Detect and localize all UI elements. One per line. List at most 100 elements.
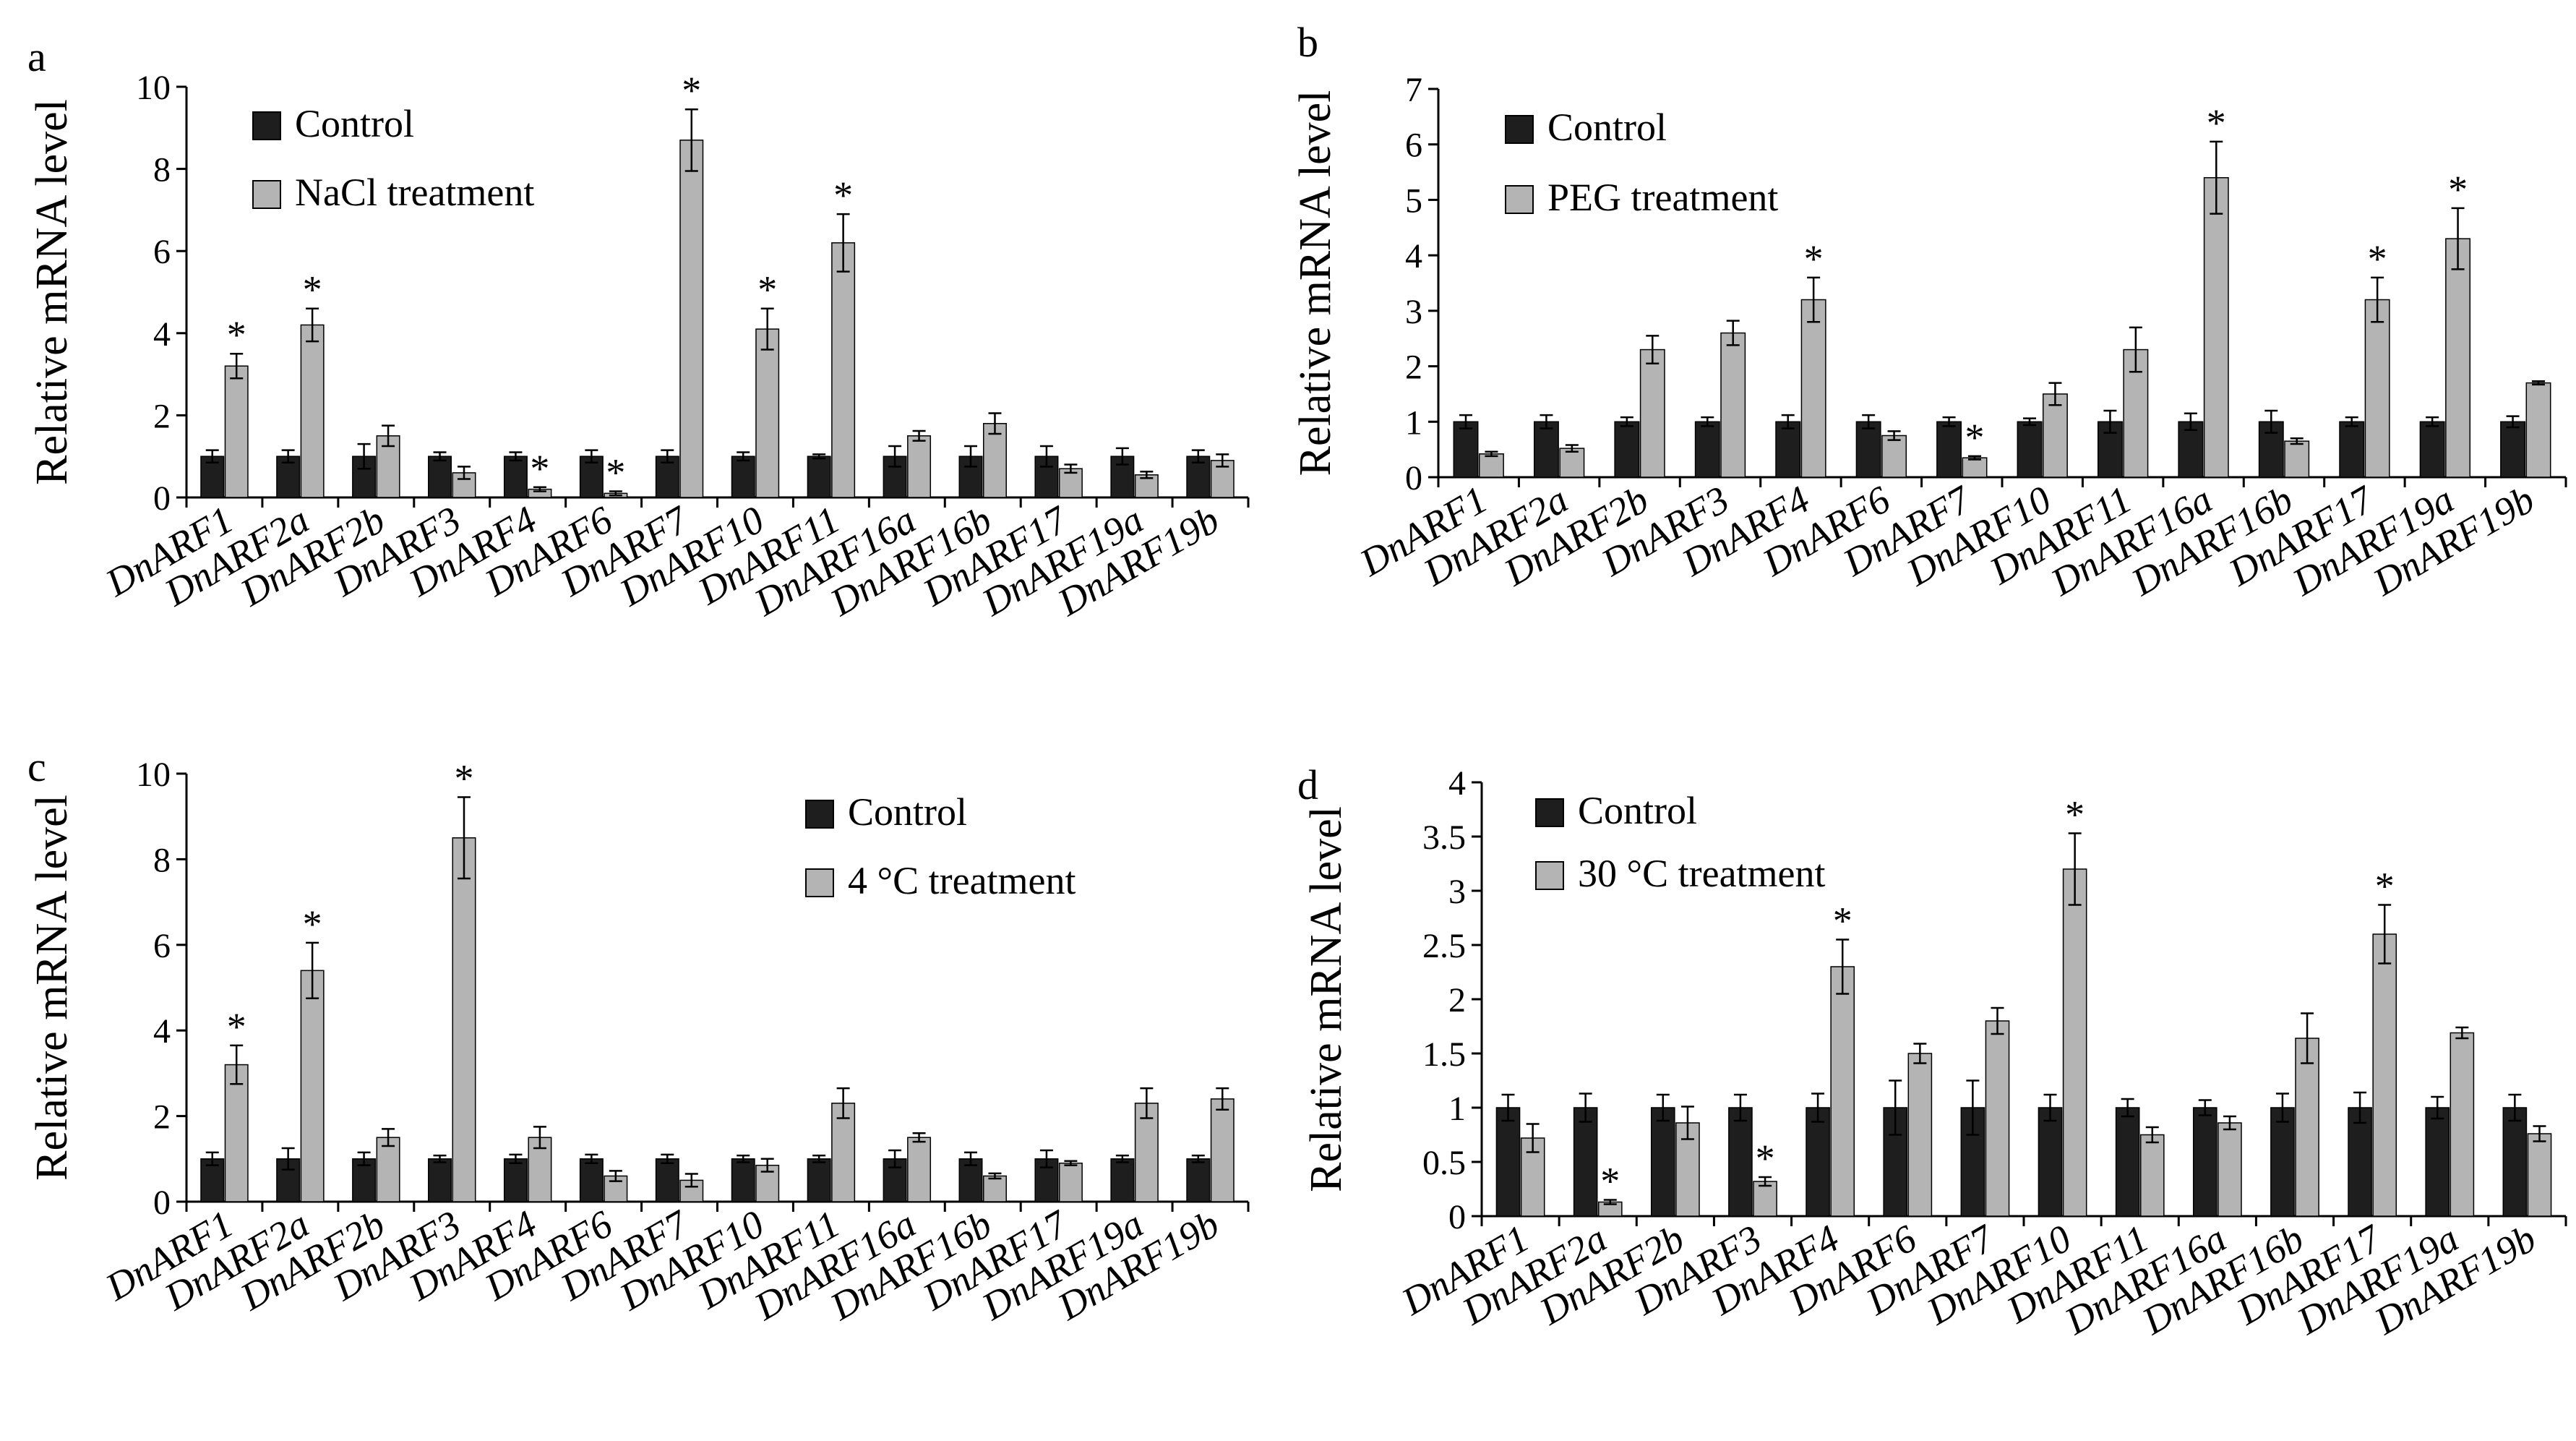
y-tick-label: 0	[1448, 1198, 1466, 1236]
bar-control	[1806, 1107, 1830, 1217]
error-bar-treatment	[912, 429, 926, 442]
y-tick-label: 3.5	[1422, 818, 1466, 857]
legend-swatch-treatment	[252, 180, 281, 209]
error-bar-treatment	[1968, 455, 1981, 461]
significance-star: *	[2448, 168, 2468, 211]
error-bar-treatment	[609, 490, 622, 497]
legend-label-treatment: PEG treatment	[1547, 176, 1778, 219]
error-bar-treatment	[533, 486, 546, 492]
error-bar-treatment	[2533, 1125, 2546, 1142]
error-bar-treatment	[2451, 207, 2465, 270]
panel-letter: c	[27, 743, 46, 790]
bar-treatment	[1058, 1162, 1083, 1202]
error-bar-control	[2345, 416, 2358, 427]
bar-control	[2348, 1107, 2372, 1217]
bar-control	[1775, 421, 1801, 478]
error-bar-control	[1811, 1092, 1825, 1123]
error-bar-control	[585, 1153, 598, 1164]
error-bar-treatment	[988, 1172, 1002, 1180]
bar-control	[1936, 421, 1962, 478]
bar-control	[1186, 1158, 1211, 1202]
error-bar-control	[1039, 445, 1053, 468]
legend-swatch-treatment	[1505, 185, 1534, 214]
bar-treatment	[2372, 933, 2397, 1217]
error-bar-control	[205, 449, 219, 463]
y-tick-label: 0	[1405, 459, 1422, 497]
bar-treatment	[983, 423, 1007, 498]
significance-star: *	[1965, 416, 1985, 459]
legend-label-treatment: 30 °C treatment	[1578, 852, 1826, 895]
error-bar-treatment	[2290, 437, 2304, 445]
error-bar-treatment	[684, 1173, 698, 1188]
error-bar-control	[2508, 1093, 2522, 1122]
error-bar-treatment	[2145, 1126, 2159, 1144]
bar-control	[731, 456, 755, 498]
bar-treatment	[1962, 457, 1988, 478]
y-tick-label: 5	[1405, 181, 1422, 220]
bar-treatment	[2445, 238, 2471, 478]
error-bar-control	[2275, 1092, 2289, 1123]
bar-treatment	[300, 970, 325, 1202]
bar-control	[2500, 421, 2526, 478]
bar-treatment	[2295, 1038, 2319, 1217]
error-bar-control	[2426, 416, 2439, 427]
bar-control	[655, 1158, 679, 1202]
panel-letter: a	[27, 33, 46, 80]
error-bar-treatment	[230, 352, 244, 380]
error-bar-control	[1862, 414, 1876, 429]
bar-control	[1855, 421, 1881, 478]
error-bar-treatment	[457, 796, 471, 880]
error-bar-control	[2431, 1095, 2444, 1120]
bar-control	[2339, 421, 2365, 478]
error-bar-control	[1579, 1092, 1592, 1123]
bar-control	[731, 1158, 755, 1202]
error-bar-treatment	[533, 1126, 546, 1150]
error-bar-treatment	[1836, 938, 1850, 995]
y-tick-label: 6	[153, 927, 171, 965]
significance-star: *	[757, 268, 777, 312]
bar-treatment	[2527, 1133, 2552, 1217]
y-tick-label: 3	[1448, 873, 1466, 911]
error-bar-treatment	[2455, 1026, 2469, 1040]
error-bar-treatment	[1485, 450, 1498, 458]
y-tick-label: 10	[136, 756, 171, 794]
bar-control	[1573, 1107, 1598, 1217]
bar-control	[428, 456, 452, 498]
bar-treatment	[1720, 332, 1746, 478]
y-axis-title: Relative mRNA level	[1291, 90, 1340, 476]
bar-treatment	[1559, 448, 1585, 478]
error-bar-control	[1966, 1079, 1980, 1136]
significance-star: *	[1756, 1137, 1775, 1180]
y-tick-label: 0.5	[1422, 1144, 1466, 1182]
error-bar-treatment	[1807, 276, 1821, 323]
significance-star: *	[530, 447, 549, 490]
significance-star: *	[1600, 1160, 1620, 1203]
error-bar-control	[2103, 409, 2117, 434]
error-bar-control	[357, 442, 371, 470]
bar-treatment	[224, 1064, 249, 1202]
error-bar-treatment	[1064, 1160, 1078, 1166]
bar-treatment	[1907, 1053, 1933, 1217]
bar-control	[2270, 1107, 2295, 1217]
error-bar-control	[964, 445, 978, 468]
error-bar-treatment	[457, 466, 471, 480]
error-bar-control	[1540, 414, 1553, 429]
bar-treatment	[2364, 299, 2390, 478]
significance-star: *	[1804, 237, 1824, 281]
bar-treatment	[224, 365, 249, 498]
error-bar-control	[1701, 416, 1714, 427]
legend-swatch-control	[805, 800, 834, 829]
significance-star: *	[454, 757, 473, 800]
bar-control	[1650, 1107, 1675, 1217]
error-bar-treatment	[912, 1132, 926, 1143]
error-bar-treatment	[306, 307, 319, 343]
bar-treatment	[1830, 966, 1855, 1217]
bar-control	[1533, 421, 1559, 478]
bar-treatment	[1753, 1181, 1777, 1217]
error-bar-control	[205, 1151, 219, 1166]
error-bar-treatment	[1526, 1123, 1540, 1153]
legend-label-control: Control	[295, 102, 414, 145]
legend-label-control: Control	[1547, 106, 1667, 149]
y-tick-label: 1	[1405, 403, 1422, 442]
